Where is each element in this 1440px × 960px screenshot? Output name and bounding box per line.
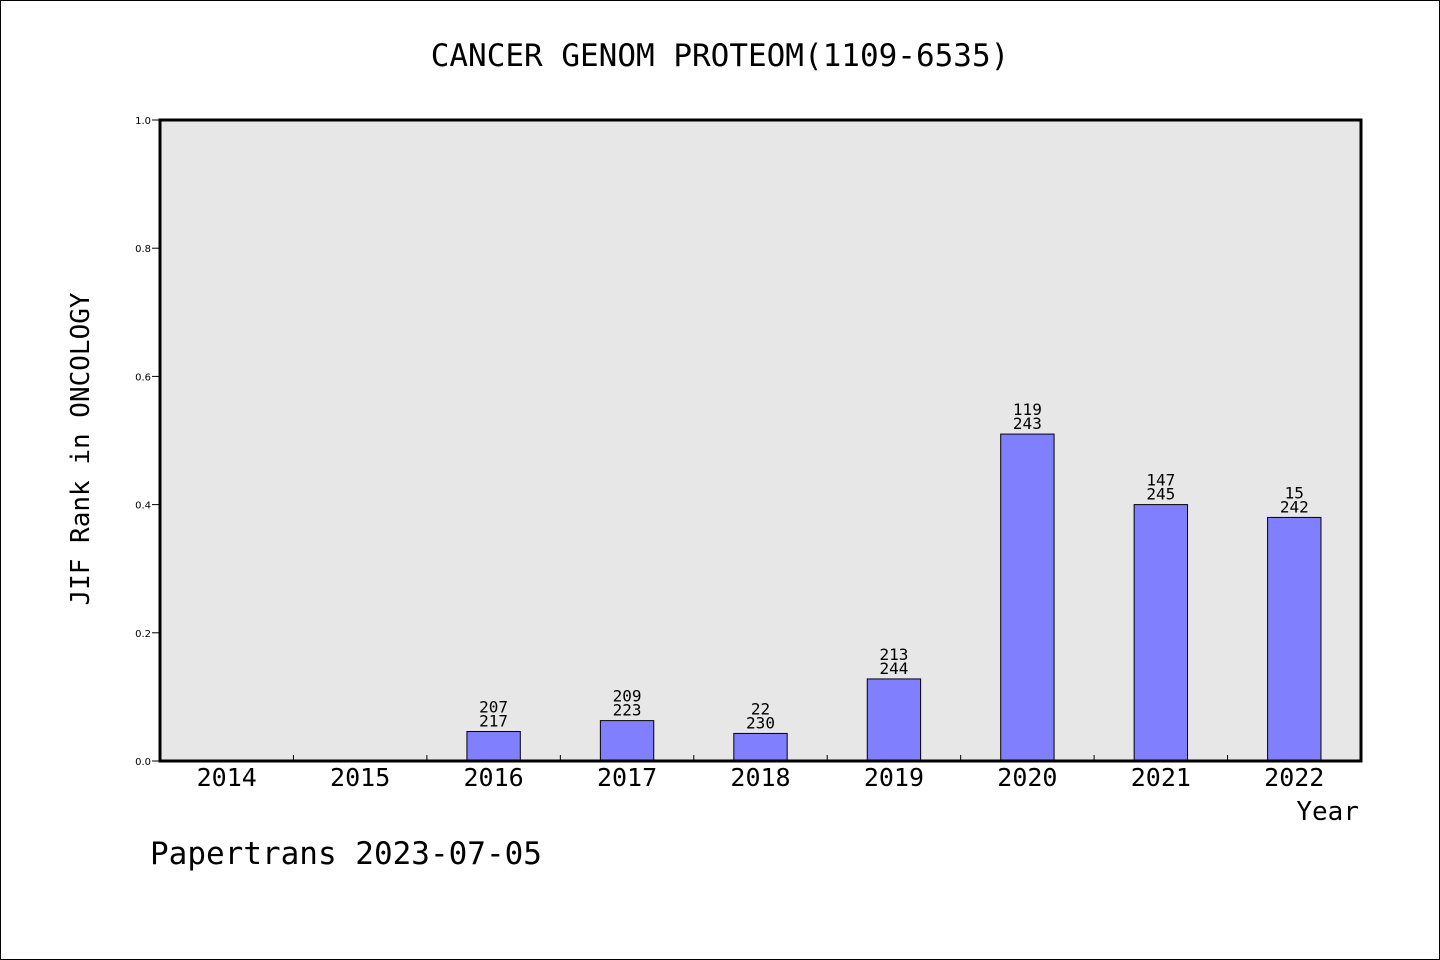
chart-title: CANCER GENOM PROTEOM(1109-6535): [431, 38, 1010, 74]
plot-border: [158, 118, 1363, 763]
bar-total-label: 217: [479, 712, 508, 731]
bar-rank-label: 22: [751, 699, 770, 718]
bar-total-label: 245: [1146, 485, 1175, 504]
x-axis-ticks: 2014 2015 2016 2017 2018 2019 2020 2021 2022: [197, 755, 1324, 792]
x-tick-label: 2022: [1264, 763, 1324, 792]
y-tick-label: 0.2: [135, 629, 151, 640]
bar-2018: [733, 732, 788, 762]
x-tick-label: 2017: [597, 763, 657, 792]
bar-rank-label: 209: [613, 687, 642, 706]
y-tick-label: 0.8: [135, 244, 151, 255]
bar-2020: [1000, 433, 1055, 762]
x-tick-label: 2019: [864, 763, 924, 792]
y-tick-label: 0.6: [135, 372, 151, 383]
bar-total-label: 223: [613, 701, 642, 720]
bar-2017: [599, 720, 655, 762]
x-tick-label: 2018: [730, 763, 790, 792]
y-axis-label: JIF Rank in ONCOLOGY: [66, 292, 96, 605]
x-tick-label: 2015: [330, 763, 390, 792]
bar-rank-label: 147: [1146, 471, 1175, 490]
bar-2016: [466, 731, 521, 762]
bar-2022: [1267, 516, 1322, 762]
y-tick-label: 1.0: [135, 116, 151, 127]
y-tick-label: 0.0: [135, 757, 151, 768]
y-tick-label: 0.4: [135, 501, 151, 512]
bar-rank-label: 119: [1013, 400, 1042, 419]
bar-rank-label: 213: [879, 645, 908, 664]
bar-rank-label: 15: [1285, 483, 1304, 502]
bar-2021: [1133, 504, 1189, 762]
bar-total-label: 230: [746, 713, 775, 732]
footer-credit: Papertrans 2023-07-05: [150, 836, 542, 872]
x-tick-label: 2020: [997, 763, 1057, 792]
bar-total-label: 243: [1013, 414, 1042, 433]
x-axis-label: Year: [1296, 797, 1359, 827]
x-tick-label: 2021: [1131, 763, 1191, 792]
bar-total-label: 244: [879, 659, 908, 678]
bar-rank-label: 207: [479, 698, 508, 717]
x-tick-label: 2016: [464, 763, 524, 792]
bars-group: [466, 433, 1322, 762]
bar-2019: [866, 678, 922, 762]
x-tick-label: 2014: [197, 763, 257, 792]
bar-total-label: 242: [1280, 497, 1309, 516]
y-axis-ticks: 0.0 0.2 0.4 0.6 0.8 1.0: [135, 116, 160, 768]
